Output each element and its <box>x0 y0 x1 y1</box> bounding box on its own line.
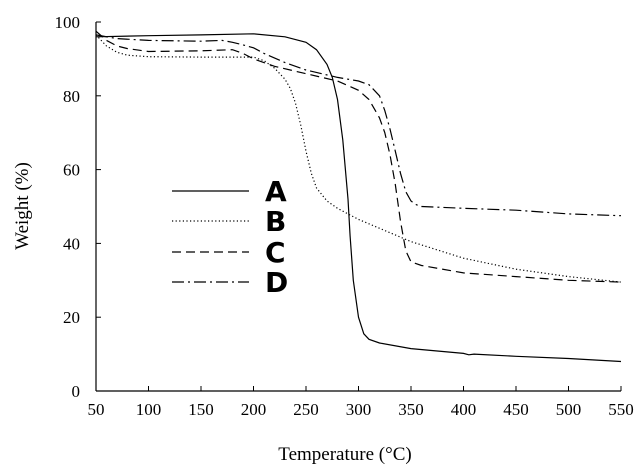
plot-area <box>95 22 621 392</box>
x-tick-label: 50 <box>88 400 105 419</box>
x-tick-label: 250 <box>293 400 319 419</box>
x-tick-label: 100 <box>136 400 162 419</box>
x-tick-label: 200 <box>241 400 267 419</box>
y-ticks: 0 20 40 60 80 100 <box>55 13 101 401</box>
series-line-c <box>95 30 622 283</box>
x-tick-label: 350 <box>398 400 424 419</box>
series-line-a <box>95 33 622 363</box>
x-tick-label: 400 <box>451 400 477 419</box>
x-tick-label: 150 <box>188 400 214 419</box>
y-tick-label: 0 <box>72 382 81 401</box>
y-axis-title: Weight (%) <box>12 162 33 250</box>
y-tick-label: 60 <box>63 161 80 180</box>
series-line-b <box>95 34 622 283</box>
y-tick-label: 20 <box>63 308 80 327</box>
x-axis-title: Temperature (°C) <box>278 444 411 465</box>
legend-label-b: B <box>265 205 286 238</box>
y-tick-label: 40 <box>63 234 80 253</box>
series-line-d <box>95 34 622 217</box>
legend-label-c: C <box>265 236 286 269</box>
series-lines <box>95 30 622 363</box>
x-tick-label: 500 <box>556 400 582 419</box>
legend-label-a: A <box>265 175 287 208</box>
x-tick-label: 300 <box>346 400 372 419</box>
x-tick-label: 450 <box>503 400 529 419</box>
legend-label-d: D <box>265 266 288 299</box>
x-tick-label: 550 <box>608 400 634 419</box>
y-tick-label: 100 <box>55 13 81 32</box>
x-ticks: 50 100 150 200 250 300 350 400 450 500 550 <box>88 386 634 419</box>
y-tick-label: 80 <box>63 87 80 106</box>
